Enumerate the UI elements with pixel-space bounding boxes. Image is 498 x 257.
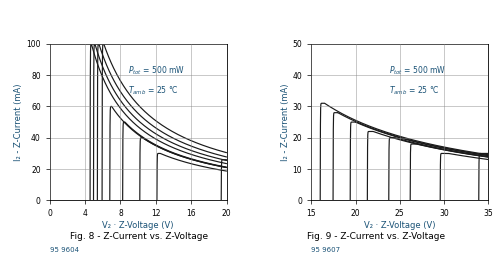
Text: $P_{tot}$ = 500 mW: $P_{tot}$ = 500 mW — [389, 64, 446, 77]
Text: $T_{amb}$ = 25 °C: $T_{amb}$ = 25 °C — [389, 85, 440, 97]
Text: $P_{tot}$ = 500 mW: $P_{tot}$ = 500 mW — [127, 64, 185, 77]
Y-axis label: I₂ - Z-Current (mA): I₂ - Z-Current (mA) — [14, 83, 23, 161]
Y-axis label: I₂ - Z-Current (mA): I₂ - Z-Current (mA) — [281, 83, 290, 161]
Text: Fig. 8 - Z-Current vs. Z-Voltage: Fig. 8 - Z-Current vs. Z-Voltage — [70, 232, 209, 241]
X-axis label: V₂ · Z-Voltage (V): V₂ · Z-Voltage (V) — [364, 221, 435, 230]
Text: 95 9607: 95 9607 — [311, 247, 341, 253]
X-axis label: V₂ · Z-Voltage (V): V₂ · Z-Voltage (V) — [103, 221, 174, 230]
Text: $T_{amb}$ = 25 °C: $T_{amb}$ = 25 °C — [127, 85, 178, 97]
Text: Fig. 9 - Z-Current vs. Z-Voltage: Fig. 9 - Z-Current vs. Z-Voltage — [307, 232, 445, 241]
Text: 95 9604: 95 9604 — [50, 247, 79, 253]
